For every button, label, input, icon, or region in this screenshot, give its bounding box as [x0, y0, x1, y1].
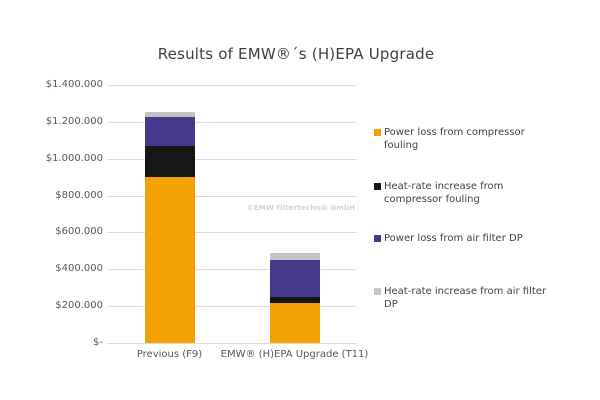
- bar-segment-series-1: [144, 145, 195, 178]
- y-axis-tick-label: $1.000.000: [45, 152, 103, 164]
- legend-swatch-icon: [374, 288, 381, 295]
- gridline: [107, 195, 357, 197]
- legend-item: Power loss from compressor fouling: [374, 126, 554, 152]
- chart-title: Results of EMW®´s (H)EPA Upgrade: [157, 45, 435, 63]
- y-axis-tick-label: $400.000: [55, 263, 103, 275]
- x-axis-category-label: EMW® (H)EPA Upgrade (T11): [220, 349, 369, 360]
- gridline: [107, 269, 357, 271]
- legend-item: Heat-rate increase from compressor fouli…: [374, 180, 554, 206]
- gridline: [107, 306, 357, 308]
- bar-segment-series-3: [144, 111, 195, 118]
- bar-segment-series-2: [144, 117, 195, 146]
- gridline: [107, 158, 357, 160]
- legend-swatch-icon: [374, 235, 381, 242]
- gridline: [107, 121, 357, 123]
- gridline: [107, 343, 357, 344]
- y-axis-tick-label: $800.000: [55, 189, 103, 201]
- legend-swatch-icon: [374, 183, 381, 190]
- legend-item-label: Power loss from compressor fouling: [384, 127, 525, 151]
- legend-item-label: Power loss from air filter DP: [384, 233, 523, 244]
- legend-item-label: Heat-rate increase from air filter DP: [384, 286, 547, 310]
- legend-item: Heat-rate increase from air filter DP: [374, 285, 554, 311]
- bar-segment-series-1: [269, 296, 320, 304]
- gridline: [107, 232, 357, 234]
- y-axis-tick-label: $1.200.000: [45, 115, 103, 127]
- bar-segment-series-2: [269, 260, 320, 297]
- x-axis-category-label: Previous (F9): [136, 349, 203, 360]
- legend-swatch-icon: [374, 129, 381, 136]
- watermark-text: ©EMW filtertechnik GmbH: [246, 204, 356, 212]
- y-axis-tick-label: $200.000: [55, 300, 103, 312]
- y-axis-tick-label: $-: [93, 337, 103, 348]
- y-axis-tick-label: $600.000: [55, 226, 103, 238]
- bar-segment-series-0: [144, 177, 195, 343]
- y-axis-tick-label: $1.400.000: [45, 79, 103, 90]
- bar-segment-series-3: [269, 252, 320, 261]
- bar-segment-series-0: [269, 303, 320, 343]
- legend-item-label: Heat-rate increase from compressor fouli…: [384, 181, 504, 205]
- legend-item: Power loss from air filter DP: [374, 232, 554, 245]
- gridline: [107, 85, 357, 86]
